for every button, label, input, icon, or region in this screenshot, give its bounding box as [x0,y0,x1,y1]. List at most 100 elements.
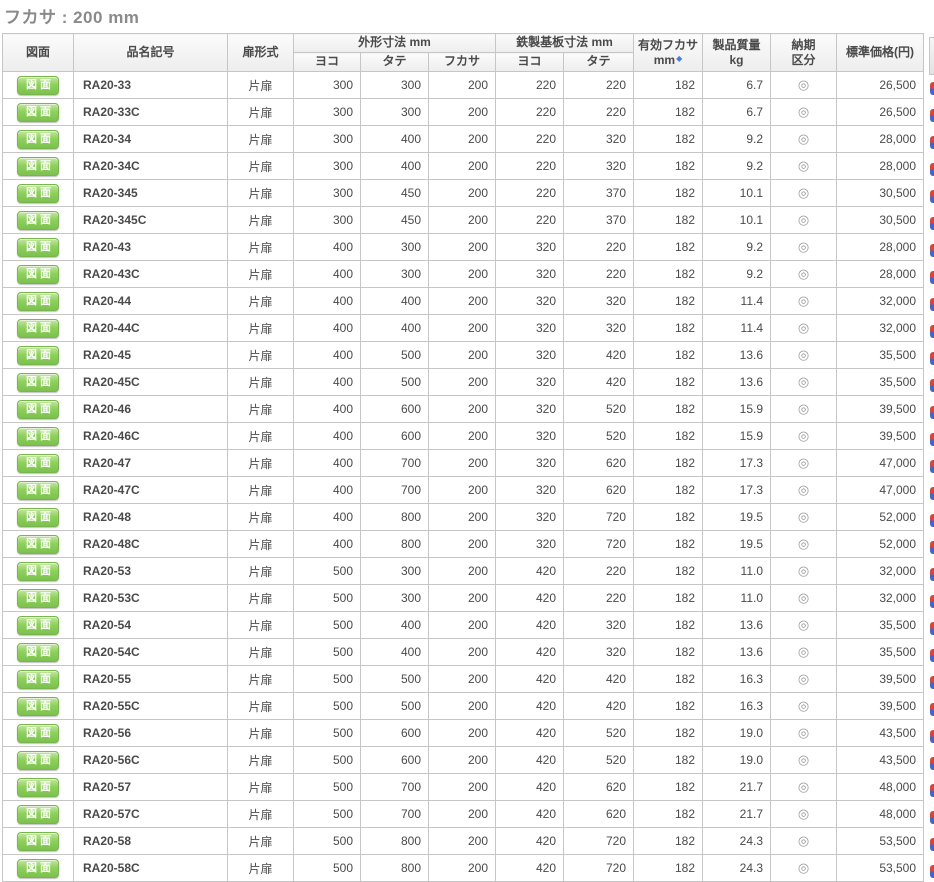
cell-outer-depth: 200 [427,584,497,612]
drawing-button[interactable]: 図面 [17,372,59,392]
product-table: 図面 品名記号 扉形式 外形寸法 mm 鉄製基板寸法 mm 有効フカサ mm◆ … [2,33,925,882]
clipped-icon[interactable] [930,729,934,743]
clipped-icon[interactable] [930,459,934,473]
cell-drawing: 図面 [2,179,74,207]
cell-effective-depth: 182 [633,692,704,720]
cell-price: 48,000 [836,800,925,828]
drawing-button[interactable]: 図面 [17,210,59,230]
drawing-button[interactable]: 図面 [17,237,59,257]
cell-outer-width: 400 [293,287,361,315]
drawing-button[interactable]: 図面 [17,534,59,554]
clipped-icon[interactable] [930,243,934,257]
cell-outer-depth: 200 [427,233,497,261]
clipped-icon[interactable] [930,540,934,554]
clipped-icon[interactable] [930,216,934,230]
clipped-icon[interactable] [930,108,934,122]
delivery-mark: ◎ [797,752,810,767]
clipped-icon[interactable] [930,837,934,851]
clipped-icon[interactable] [930,270,934,284]
cell-effective-depth: 182 [633,395,704,423]
clipped-icon[interactable] [930,189,934,203]
drawing-button[interactable]: 図面 [17,669,59,689]
table-row: 図面 RA20-57 片扉 500 700 200 420 620 182 21.7 ◎ 48,000 [2,773,925,801]
clipped-icon[interactable] [930,162,934,176]
clipped-icon[interactable] [930,648,934,662]
clipped-icon[interactable] [930,81,934,95]
drawing-button[interactable]: 図面 [17,588,59,608]
clipped-icon[interactable] [930,432,934,446]
drawing-button[interactable]: 図面 [17,75,59,95]
cell-weight: 13.6 [702,638,772,666]
cell-price: 26,500 [836,71,925,99]
cell-model: RA20-56C [73,746,228,774]
cell-model: RA20-53C [73,584,228,612]
clipped-icon[interactable] [930,810,934,824]
drawing-button[interactable]: 図面 [17,561,59,581]
cell-outer-depth: 200 [427,611,497,639]
cell-effective-depth: 182 [633,449,704,477]
clipped-icon[interactable] [930,621,934,635]
cell-effective-depth: 182 [633,125,704,153]
cell-base-height: 220 [563,71,635,99]
drawing-button[interactable]: 図面 [17,318,59,338]
clipped-icon[interactable] [930,135,934,149]
clipped-icon[interactable] [930,702,934,716]
cell-outer-depth: 200 [427,395,497,423]
drawing-button[interactable]: 図面 [17,129,59,149]
clipped-icon[interactable] [930,756,934,770]
cell-weight: 13.6 [702,341,772,369]
cell-delivery: ◎ [770,773,838,801]
drawing-button[interactable]: 図面 [17,696,59,716]
clipped-icon[interactable] [930,324,934,338]
cell-price: 35,500 [836,638,925,666]
cell-model: RA20-43 [73,233,228,261]
cell-outer-width: 300 [293,152,361,180]
cell-delivery: ◎ [770,800,838,828]
drawing-button[interactable]: 図面 [17,183,59,203]
drawing-button[interactable]: 図面 [17,804,59,824]
drawing-button[interactable]: 図面 [17,642,59,662]
cell-door-type: 片扉 [227,557,294,585]
clipped-icon[interactable] [930,378,934,392]
drawing-button[interactable]: 図面 [17,615,59,635]
drawing-button[interactable]: 図面 [17,858,59,878]
table-row: 図面 RA20-46C 片扉 400 600 200 320 520 182 15.9 ◎ 39,50… [2,422,925,450]
cell-price: 39,500 [836,395,925,423]
drawing-button[interactable]: 図面 [17,156,59,176]
cell-outer-width: 400 [293,530,361,558]
clipped-icon[interactable] [930,594,934,608]
clipped-icon[interactable] [930,297,934,311]
drawing-button[interactable]: 図面 [17,777,59,797]
drawing-button[interactable]: 図面 [17,750,59,770]
drawing-button[interactable]: 図面 [17,102,59,122]
cell-outer-depth: 200 [427,341,497,369]
clipped-icon[interactable] [930,513,934,527]
clipped-icon[interactable] [930,351,934,365]
drawing-button[interactable]: 図面 [17,264,59,284]
drawing-button[interactable]: 図面 [17,723,59,743]
cell-outer-width: 500 [293,827,361,855]
cell-effective-depth: 182 [633,773,704,801]
cell-outer-height: 300 [360,71,429,99]
cell-price: 32,000 [836,557,925,585]
drawing-button[interactable]: 図面 [17,291,59,311]
clipped-icon[interactable] [930,864,934,878]
clipped-icon[interactable] [930,405,934,419]
drawing-button[interactable]: 図面 [17,453,59,473]
clipped-icon[interactable] [930,567,934,581]
clipped-icon[interactable] [930,486,934,500]
cell-delivery: ◎ [770,449,838,477]
delivery-mark: ◎ [797,563,810,578]
drawing-button[interactable]: 図面 [17,831,59,851]
drawing-button[interactable]: 図面 [17,507,59,527]
clipped-header-edge [929,36,934,75]
drawing-button[interactable]: 図面 [17,345,59,365]
cell-door-type: 片扉 [227,476,294,504]
cell-base-height: 720 [563,854,635,882]
clipped-icon[interactable] [930,783,934,797]
drawing-button[interactable]: 図面 [17,426,59,446]
clipped-icon[interactable] [930,675,934,689]
drawing-button[interactable]: 図面 [17,480,59,500]
drawing-button[interactable]: 図面 [17,399,59,419]
cell-outer-height: 450 [360,206,429,234]
